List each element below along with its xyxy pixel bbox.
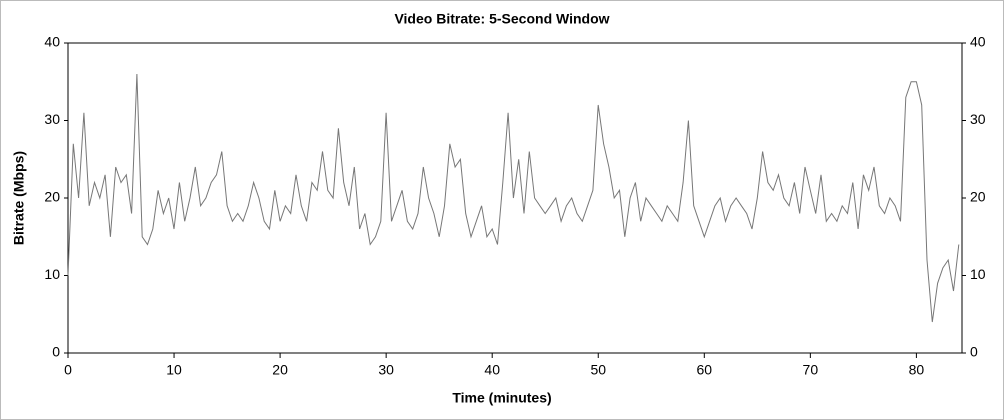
x-axis-label: Time (minutes) [452, 390, 551, 406]
y-tick-label: 10 [44, 266, 60, 282]
x-tick-label: 50 [590, 362, 606, 378]
y-tick-label: 0 [52, 344, 60, 360]
data-line [67, 73, 960, 323]
x-tick-label: 60 [697, 362, 713, 378]
y2-tick-label: 0 [970, 344, 978, 360]
x-tick-label: 20 [272, 362, 288, 378]
x-tick-label: 10 [166, 362, 182, 378]
y2-tick-label: 30 [970, 111, 986, 127]
y-tick-label: 40 [44, 34, 60, 50]
chart-title: Video Bitrate: 5-Second Window [394, 11, 609, 27]
y-tick-label: 20 [44, 189, 60, 205]
y2-tick-label: 20 [970, 189, 986, 205]
x-tick-label: 80 [909, 362, 925, 378]
x-tick-label: 0 [64, 362, 72, 378]
plot-area [67, 42, 963, 354]
y2-tick-label: 40 [970, 34, 986, 50]
x-tick-label: 30 [378, 362, 394, 378]
y2-tick-label: 10 [970, 266, 986, 282]
y-tick-label: 30 [44, 111, 60, 127]
x-tick-label: 70 [803, 362, 819, 378]
x-tick-label: 40 [484, 362, 500, 378]
y-axis-label: Bitrate (Mbps) [11, 151, 27, 245]
